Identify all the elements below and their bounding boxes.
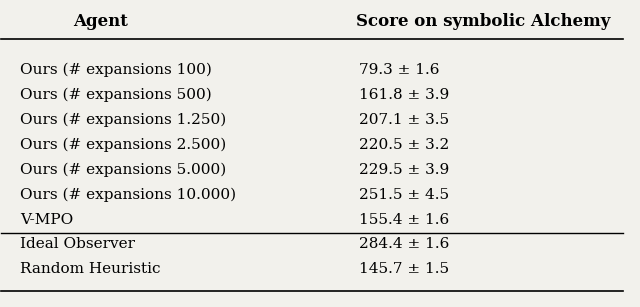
- Text: 145.7 ± 1.5: 145.7 ± 1.5: [359, 262, 449, 276]
- Text: Ideal Observer: Ideal Observer: [20, 237, 135, 251]
- Text: 229.5 ± 3.9: 229.5 ± 3.9: [359, 163, 449, 177]
- Text: V-MPO: V-MPO: [20, 212, 74, 227]
- Text: Random Heuristic: Random Heuristic: [20, 262, 161, 276]
- Text: Ours (# expansions 100): Ours (# expansions 100): [20, 63, 212, 77]
- Text: Ours (# expansions 5.000): Ours (# expansions 5.000): [20, 162, 227, 177]
- Text: Ours (# expansions 1.250): Ours (# expansions 1.250): [20, 113, 227, 127]
- Text: 207.1 ± 3.5: 207.1 ± 3.5: [359, 113, 449, 127]
- Text: 284.4 ± 1.6: 284.4 ± 1.6: [359, 237, 449, 251]
- Text: 251.5 ± 4.5: 251.5 ± 4.5: [359, 188, 449, 202]
- Text: 79.3 ± 1.6: 79.3 ± 1.6: [359, 63, 439, 77]
- Text: Ours (# expansions 500): Ours (# expansions 500): [20, 87, 212, 102]
- Text: 161.8 ± 3.9: 161.8 ± 3.9: [359, 88, 449, 102]
- Text: Ours (# expansions 2.500): Ours (# expansions 2.500): [20, 138, 227, 152]
- Text: Agent: Agent: [74, 13, 128, 30]
- Text: Ours (# expansions 10.000): Ours (# expansions 10.000): [20, 187, 236, 202]
- Text: Score on symbolic Alchemy: Score on symbolic Alchemy: [356, 13, 611, 30]
- Text: 220.5 ± 3.2: 220.5 ± 3.2: [359, 138, 449, 152]
- Text: 155.4 ± 1.6: 155.4 ± 1.6: [359, 212, 449, 227]
